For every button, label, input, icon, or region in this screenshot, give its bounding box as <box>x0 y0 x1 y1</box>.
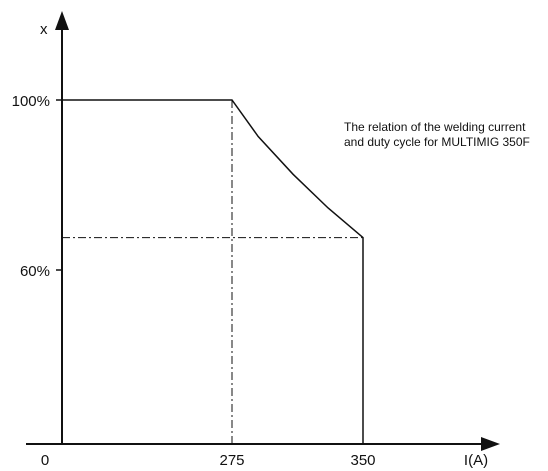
x-tick-label-0: 0 <box>41 452 49 469</box>
chart-annotation-line-1: The relation of the welding current <box>344 120 526 134</box>
chart-annotation-line-2: and duty cycle for MULTIMIG 350F <box>344 135 530 149</box>
y-axis-arrow <box>55 11 69 30</box>
y-tick-label-100: 100% <box>12 93 50 110</box>
y-tick-label-60: 60% <box>20 263 50 280</box>
x-tick-label-350: 350 <box>350 452 375 469</box>
x-tick-label-275: 275 <box>219 452 244 469</box>
x-axis-arrow <box>481 437 500 451</box>
y-axis-label: x <box>40 21 48 38</box>
x-axis-label: I(A) <box>464 452 488 469</box>
duty-cycle-curve <box>62 99 364 444</box>
